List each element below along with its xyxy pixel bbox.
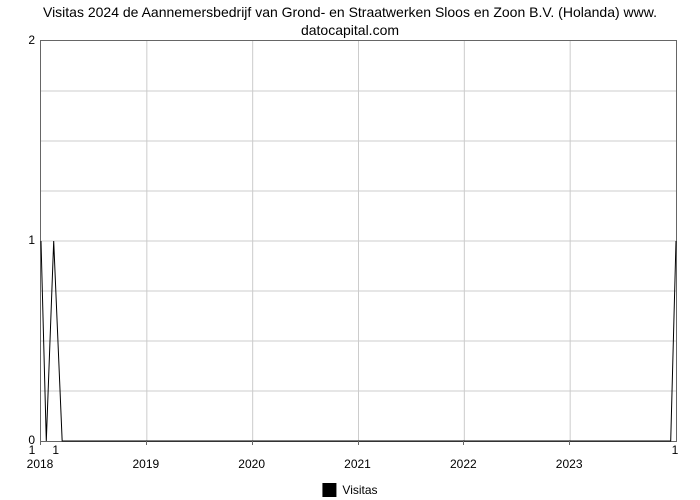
x-tick [358,440,359,445]
plot-area [40,40,677,442]
data-point-label: 1 [29,443,36,457]
x-tick-label: 2020 [238,457,265,471]
x-tick-label: 2018 [27,457,54,471]
legend: Visitas [322,483,377,497]
legend-label: Visitas [342,483,377,497]
x-tick-label: 2021 [344,457,371,471]
y-tick-label: 1 [5,233,35,247]
title-line1: Visitas 2024 de Aannemersbedrijf van Gro… [43,4,657,20]
x-tick [40,440,41,445]
chart-container: Visitas 2024 de Aannemersbedrijf van Gro… [0,0,700,500]
x-tick-label: 2022 [450,457,477,471]
x-tick-label: 2019 [132,457,159,471]
data-point-label: 1 [672,443,679,457]
x-tick-label: 2023 [556,457,583,471]
line-chart-svg [41,41,676,441]
title-line2: datocapital.com [301,22,399,38]
x-tick [569,440,570,445]
x-tick [146,440,147,445]
x-tick [252,440,253,445]
chart-title: Visitas 2024 de Aannemersbedrijf van Gro… [0,3,700,39]
data-point-label: 1 [52,443,59,457]
legend-swatch [322,483,336,497]
y-tick-label: 2 [5,33,35,47]
x-tick [463,440,464,445]
